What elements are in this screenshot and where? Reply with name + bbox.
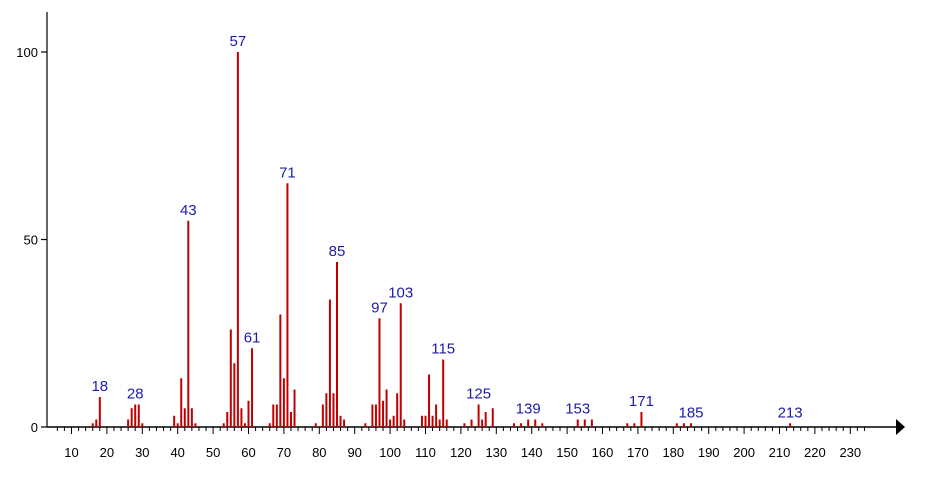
- x-tick-label: 50: [206, 445, 220, 460]
- peak-label: 115: [431, 341, 455, 358]
- peak-label: 125: [466, 386, 491, 403]
- peak-label: 18: [91, 378, 108, 395]
- peak-label: 57: [230, 33, 247, 50]
- x-tick-label: 170: [627, 445, 649, 460]
- peak-label: 97: [371, 299, 388, 316]
- peak-label: 213: [778, 404, 803, 421]
- x-tick-label: 120: [450, 445, 472, 460]
- peak-label: 43: [180, 202, 197, 219]
- peak-label: 139: [516, 401, 541, 418]
- x-tick-label: 200: [733, 445, 755, 460]
- x-tick-label: 30: [135, 445, 149, 460]
- x-tick-label: 10: [64, 445, 78, 460]
- x-tick-label: 230: [839, 445, 861, 460]
- peak-label: 185: [678, 404, 703, 421]
- x-tick-label: 80: [312, 445, 326, 460]
- spectrum-bars: [91, 52, 792, 427]
- y-tick-label: 50: [24, 233, 38, 248]
- peak-label: 103: [388, 284, 413, 301]
- peak-label: 85: [329, 243, 346, 260]
- x-tick-label: 180: [662, 445, 684, 460]
- x-tick-label: 150: [556, 445, 578, 460]
- y-tick-label: 100: [16, 45, 38, 60]
- x-tick-label: 90: [347, 445, 361, 460]
- x-tick-label: 100: [379, 445, 401, 460]
- peak-label: 61: [244, 329, 261, 346]
- x-tick-label: 20: [100, 445, 114, 460]
- x-axis: 10 20 30 40 50 60 70 80 90 100 110 120 130 140 150 160 1…: [47, 419, 905, 460]
- x-tick-label: 190: [698, 445, 720, 460]
- y-axis: 0 50 100: [16, 12, 48, 435]
- x-tick-label: 160: [592, 445, 614, 460]
- peak-label: 153: [565, 401, 590, 418]
- y-tick-label: 0: [31, 420, 38, 435]
- x-tick-label: 220: [804, 445, 826, 460]
- x-axis-arrow-icon: [896, 419, 905, 435]
- peak-label: 28: [127, 386, 144, 403]
- x-tick-label: 60: [241, 445, 255, 460]
- x-tick-label: 70: [277, 445, 291, 460]
- peak-label: 171: [629, 393, 654, 410]
- x-tick-label: 210: [769, 445, 791, 460]
- x-tick-label: 140: [521, 445, 543, 460]
- x-tick-label: 40: [170, 445, 184, 460]
- x-tick-label: 130: [485, 445, 507, 460]
- peak-label: 71: [279, 164, 296, 181]
- x-tick-label: 110: [415, 445, 436, 460]
